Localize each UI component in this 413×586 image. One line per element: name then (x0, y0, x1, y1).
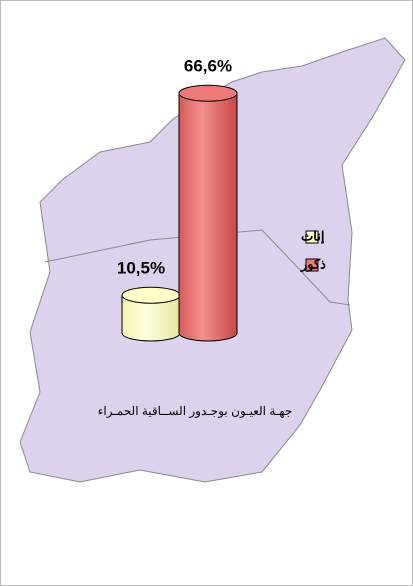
cylinder-body (178, 92, 238, 342)
legend-swatch (305, 230, 319, 244)
legend-label: إناث (301, 228, 325, 244)
value-label: 10,5% (117, 259, 165, 278)
map-boundary (44, 229, 351, 306)
legend-swatch (305, 258, 319, 272)
category-label: جهـة العيـون بوجـدور الســاقية الحمـراء (98, 404, 292, 418)
legend-label: ذكور (300, 256, 326, 272)
value-label: 66,6% (184, 57, 232, 76)
cylinder-top (178, 84, 238, 102)
cylinder-top (121, 286, 181, 304)
